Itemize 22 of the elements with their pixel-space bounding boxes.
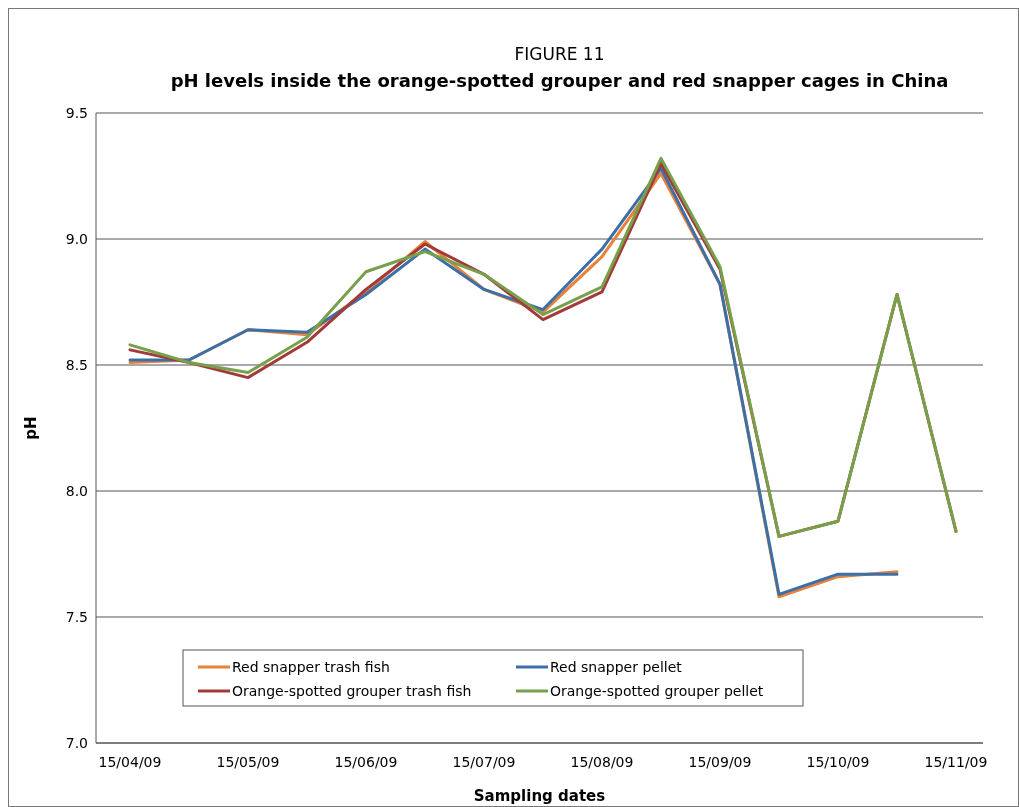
y-tick-label: 8.5: [65, 356, 88, 373]
x-tick-label: 15/06/09: [334, 754, 398, 770]
legend-label: Red snapper trash fish: [232, 658, 390, 675]
y-tick-label: 9.5: [65, 104, 88, 121]
legend-label: Red snapper pellet: [550, 658, 683, 675]
x-tick-label: 15/11/09: [924, 754, 988, 770]
y-axis-title: pH: [22, 416, 40, 440]
y-tick-label: 7.0: [65, 734, 88, 751]
y-tick-label: 9.0: [65, 230, 88, 247]
legend-label: Orange-spotted grouper trash fish: [232, 682, 472, 699]
y-tick-label: 8.0: [65, 482, 88, 499]
chart-subtitle: pH levels inside the orange-spotted grouper and red snapper cages in China: [170, 70, 949, 91]
y-tick-label: 7.5: [65, 608, 88, 625]
x-tick-label: 15/09/09: [688, 754, 752, 770]
chart-title: FIGURE 11: [514, 44, 605, 64]
x-axis-title: Sampling dates: [473, 787, 606, 805]
x-tick-label: 15/10/09: [806, 754, 870, 770]
x-tick-label: 15/04/09: [98, 754, 162, 770]
legend-label: Orange-spotted grouper pellet: [550, 682, 764, 699]
x-tick-label: 15/08/09: [570, 754, 634, 770]
x-tick-label: 15/05/09: [216, 754, 280, 770]
x-tick-label: 15/07/09: [452, 754, 516, 770]
